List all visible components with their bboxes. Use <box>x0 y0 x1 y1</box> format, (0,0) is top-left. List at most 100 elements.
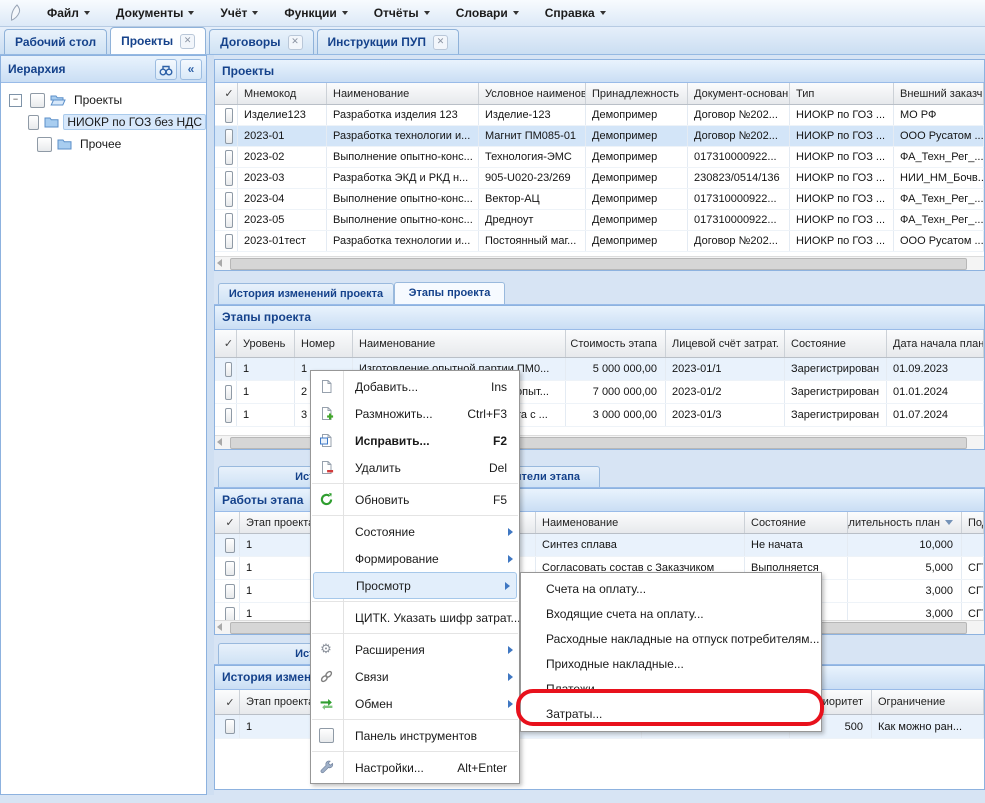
menu-item-Добавить...[interactable]: Добавить... Ins <box>311 373 519 400</box>
submenu-arrow-icon <box>508 527 513 536</box>
row-checkbox[interactable] <box>225 191 233 207</box>
window-edge <box>0 795 985 803</box>
splitter[interactable] <box>207 55 214 795</box>
menubar-item-Файл[interactable]: Файл <box>34 0 103 27</box>
row-checkbox[interactable] <box>225 212 233 228</box>
cell: 2023-01тест <box>238 231 327 251</box>
column-header-Принадлежность[interactable]: Принадлежность <box>586 83 688 104</box>
row-checkbox[interactable] <box>225 233 233 249</box>
tab-Этапы проекта[interactable]: Этапы проекта <box>394 282 505 304</box>
table-row[interactable]: 2023-01 Разработка технологии и... Магнит … <box>215 126 984 147</box>
submenu-item-Входящие счета на оплату...[interactable]: Входящие счета на оплату... <box>546 607 704 621</box>
tree-checkbox[interactable] <box>28 114 40 130</box>
submenu-item-Счета на оплату...[interactable]: Счета на оплату... <box>546 582 647 596</box>
row-checkbox[interactable] <box>225 537 235 553</box>
column-header-Внешний заказчик[interactable]: Внешний заказчик <box>894 83 984 104</box>
cell: ООО Русатом ... <box>894 126 984 146</box>
column-header-Подр[interactable]: Подр <box>962 512 984 533</box>
column-header-Документ-основан[interactable]: Документ-основан <box>688 83 790 104</box>
tree-expander-icon[interactable]: − <box>9 93 22 107</box>
submenu-item-Затраты...[interactable]: Затраты... <box>546 707 603 721</box>
menu-item-Просмотр[interactable]: Просмотр <box>313 572 517 599</box>
row-checkbox[interactable] <box>225 170 233 186</box>
menu-item-Исправить...[interactable]: Исправить... F2 <box>311 427 519 454</box>
menu-item-Обмен[interactable]: Обмен <box>311 690 519 717</box>
tab-Инструкции ПУП[interactable]: Инструкции ПУП ✕ <box>316 29 459 54</box>
menubar-item-Отчёты[interactable]: Отчёты <box>361 0 443 27</box>
row-checkbox[interactable] <box>225 361 232 377</box>
row-checkbox[interactable] <box>225 560 235 576</box>
menubar-item-Документы[interactable]: Документы <box>103 0 207 27</box>
row-checkbox[interactable] <box>225 384 232 400</box>
table-row[interactable]: 2023-04 Выполнение опытно-конс... Вектор-А… <box>215 189 984 210</box>
menu-item-Связи[interactable]: Связи <box>311 663 519 690</box>
menubar-item-Учёт[interactable]: Учёт <box>207 0 271 27</box>
cell: Синтез сплава <box>536 534 745 556</box>
menu-item-Расширения[interactable]: ⚙ Расширения <box>311 636 519 663</box>
menu-item-Обновить[interactable]: Обновить F5 <box>311 486 519 513</box>
close-icon[interactable]: ✕ <box>180 33 196 49</box>
menu-item-Размножить...[interactable]: Размножить... Ctrl+F3 <box>311 400 519 427</box>
select-all-header[interactable]: ✓ <box>215 83 238 104</box>
tree-checkbox[interactable] <box>30 92 45 108</box>
menu-item-Удалить[interactable]: Удалить Del <box>311 454 519 481</box>
close-icon[interactable]: ✕ <box>432 34 448 50</box>
menubar-item-Справка[interactable]: Справка <box>532 0 619 27</box>
collapse-sidebar-button[interactable]: « <box>180 59 202 80</box>
column-header-Состояние[interactable]: Состояние <box>785 330 887 357</box>
column-header-Ограничение[interactable]: Ограничение <box>872 690 984 714</box>
menubar-item-Словари[interactable]: Словари <box>443 0 532 27</box>
tree-node[interactable]: Прочее <box>1 133 206 155</box>
cell: 5 000 000,00 <box>566 358 666 380</box>
tab-Рабочий стол[interactable]: Рабочий стол <box>4 29 108 54</box>
select-all-header[interactable]: ✓ <box>215 512 240 533</box>
tree-node[interactable]: − Проекты <box>1 89 206 111</box>
projects-hscrollbar[interactable] <box>215 256 984 270</box>
column-header-Номер[interactable]: Номер <box>295 330 353 357</box>
column-header-Длительность план[interactable]: Длительность план <box>848 512 962 533</box>
column-header-Стоимость этапа[interactable]: Стоимость этапа <box>566 330 666 357</box>
column-header-Лицевой счёт затрат.[interactable]: Лицевой счёт затрат. <box>666 330 785 357</box>
cell: Зарегистрирован <box>785 358 887 380</box>
table-row[interactable]: 2023-05 Выполнение опытно-конс... Дредноут… <box>215 210 984 231</box>
table-row[interactable]: 2023-01тест Разработка технологии и... Пос… <box>215 231 984 252</box>
table-row[interactable]: Изделие123 Разработка изделия 123 Изделие-… <box>215 105 984 126</box>
tab-Договоры[interactable]: Договоры ✕ <box>209 29 314 54</box>
menu-item-Формирование[interactable]: Формирование <box>311 545 519 572</box>
tab-Проекты[interactable]: Проекты ✕ <box>110 27 207 54</box>
search-button[interactable] <box>155 59 177 80</box>
row-checkbox[interactable] <box>225 128 233 144</box>
row-checkbox[interactable] <box>225 407 232 423</box>
row-checkbox[interactable] <box>225 149 233 165</box>
table-row[interactable]: 2023-03 Разработка ЭКД и РКД н... 905-U020… <box>215 168 984 189</box>
cell: 230823/0514/136 <box>688 168 790 188</box>
row-checkbox[interactable] <box>225 719 235 734</box>
column-header-Мнемокод[interactable]: Мнемокод <box>238 83 327 104</box>
column-header-Наименование[interactable]: Наименование <box>327 83 479 104</box>
menu-item-ЦИТК. Указать шифр затрат...[interactable]: ЦИТК. Указать шифр затрат... <box>311 604 519 631</box>
row-checkbox[interactable] <box>225 107 233 123</box>
row-checkbox[interactable] <box>225 583 235 599</box>
submenu-item-Расходные накладные на отпуск потребителям...[interactable]: Расходные накладные на отпуск потребител… <box>546 632 820 646</box>
select-all-header[interactable]: ✓ <box>215 690 240 714</box>
menubar-item-Функции[interactable]: Функции <box>271 0 360 27</box>
column-header-Состояние[interactable]: Состояние <box>745 512 848 533</box>
menu-item-Состояние[interactable]: Состояние <box>311 518 519 545</box>
tree-node[interactable]: НИОКР по ГОЗ без НДС <box>1 111 206 133</box>
close-icon[interactable]: ✕ <box>287 34 303 50</box>
menu-item-Настройки...[interactable]: Настройки... Alt+Enter <box>311 754 519 781</box>
scroll-thumb[interactable] <box>230 258 967 270</box>
tab-История изменений проекта[interactable]: История изменений проекта <box>218 283 394 304</box>
column-header-Наименование[interactable]: Наименование <box>536 512 745 533</box>
table-row[interactable]: 1 2 опыт... 7 000 000,00 2023-01/2 Зарегистри… <box>215 381 984 404</box>
menu-item-Панель инструментов[interactable]: Панель инструментов <box>311 722 519 749</box>
column-header-Тип[interactable]: Тип <box>790 83 894 104</box>
column-header-Дата начала план[interactable]: Дата начала план <box>887 330 984 357</box>
tree-checkbox[interactable] <box>37 136 52 152</box>
column-header-Уровень[interactable]: Уровень <box>237 330 295 357</box>
column-header-Условное наименова[interactable]: Условное наименова <box>479 83 586 104</box>
table-row[interactable]: 2023-02 Выполнение опытно-конс... Технолог… <box>215 147 984 168</box>
select-all-header[interactable]: ✓ <box>215 330 237 357</box>
column-header-Наименование[interactable]: Наименование <box>353 330 566 357</box>
submenu-item-Приходные накладные...[interactable]: Приходные накладные... <box>546 657 684 671</box>
